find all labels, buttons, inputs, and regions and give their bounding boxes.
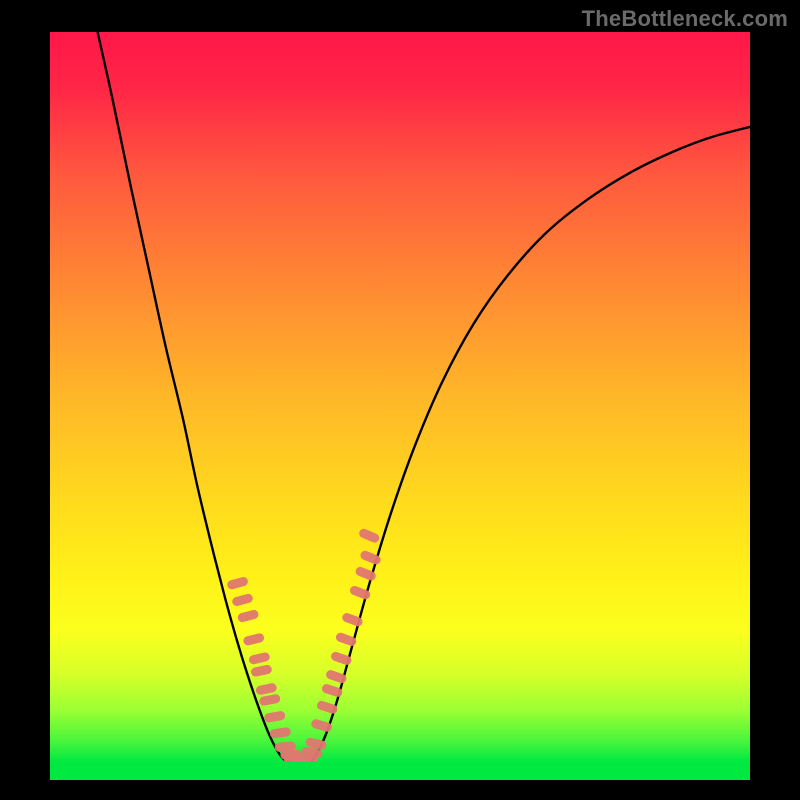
gradient-background — [50, 32, 750, 762]
baseline-strip — [50, 762, 750, 780]
chart-frame: TheBottleneck.com — [0, 0, 800, 800]
plot-area — [50, 32, 750, 762]
plot-svg — [50, 32, 750, 762]
watermark-text: TheBottleneck.com — [582, 6, 788, 32]
